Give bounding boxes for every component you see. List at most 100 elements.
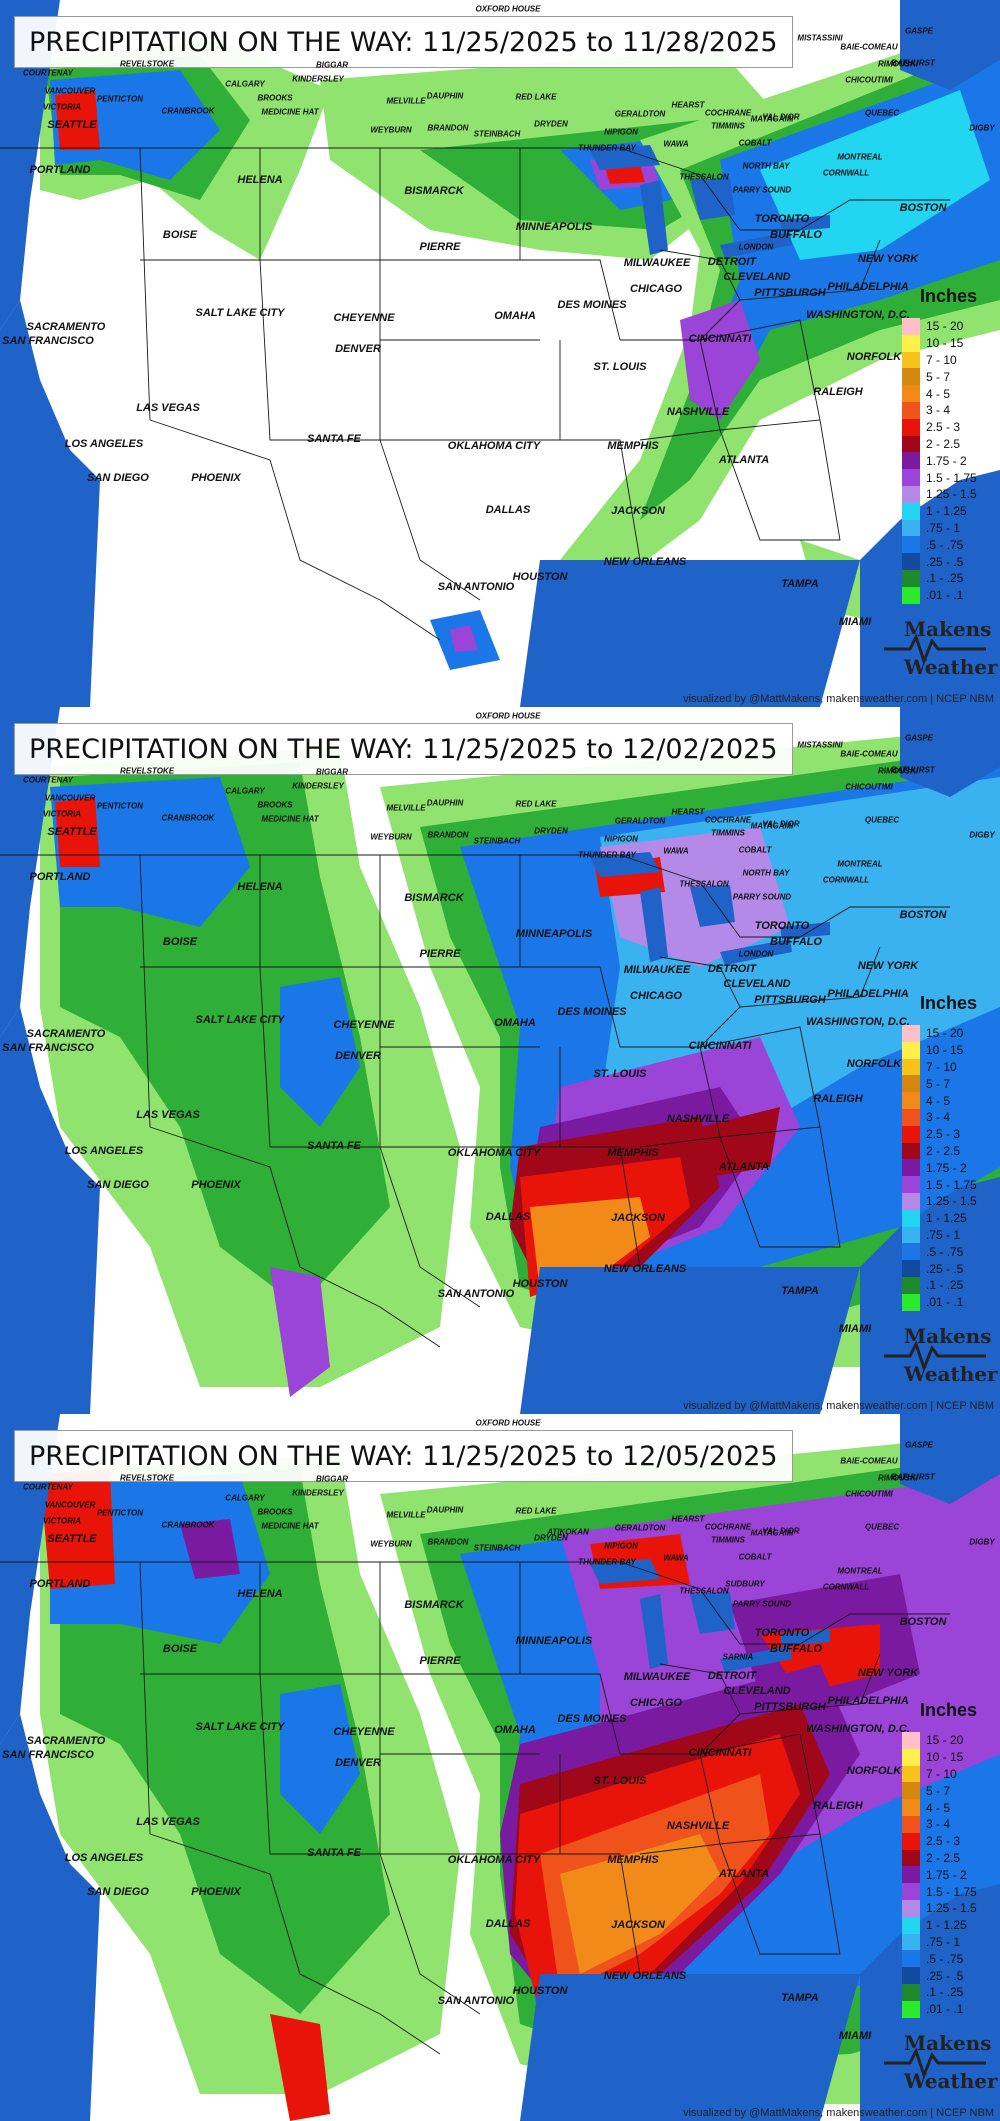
logo-mark-icon: [884, 633, 986, 666]
town-label: LONDON: [738, 949, 774, 959]
state-border-12: [699, 319, 821, 431]
legend-label: 1.75 - 2: [926, 453, 967, 468]
city-label: PHOENIX: [191, 472, 241, 484]
town-label: DAUPHIN: [426, 91, 464, 101]
city-label: CHEYENNE: [333, 1726, 395, 1738]
city-label: BOSTON: [899, 909, 947, 921]
lake-huron: [690, 178, 735, 220]
legend-swatch: [902, 469, 920, 486]
town-label: THESSALON: [679, 172, 729, 182]
legend-swatch: [902, 1176, 920, 1193]
state-border-9: [520, 966, 621, 1048]
town-label: NIPIGON: [604, 1541, 638, 1551]
legend-label: 2 - 2.5: [926, 1850, 961, 1865]
legend-swatch: [902, 1209, 920, 1227]
logo-text-top: Makens: [904, 1324, 992, 1348]
city-label: ATLANTA: [718, 454, 770, 466]
city-label: MINNEAPOLIS: [515, 221, 593, 233]
state-border-1: [619, 1561, 950, 1645]
legend-label: 4 - 5: [926, 1093, 951, 1108]
legend-swatch: [902, 1748, 920, 1766]
city-label: CHICAGO: [630, 283, 682, 295]
state-border-9: [520, 259, 621, 341]
town-label: PARRY SOUND: [732, 1599, 792, 1609]
legend-item: 3 - 4: [902, 1815, 994, 1833]
lake-michigan: [640, 887, 668, 962]
legend-label: 1.75 - 2: [926, 1867, 967, 1882]
legend-swatch: [902, 1276, 920, 1294]
town-label: NIPIGON: [604, 127, 638, 137]
legend-label: .01 - .1: [926, 588, 964, 603]
city-label: MINNEAPOLIS: [515, 928, 593, 940]
legend-label: 1 - 1.25: [926, 504, 967, 519]
town-label: PARRY SOUND: [732, 892, 792, 902]
city-label: HOUSTON: [512, 571, 568, 583]
legend-label: 1 - 1.25: [926, 1211, 967, 1226]
town-label: VICTORIA: [42, 102, 82, 112]
legend-label: 3 - 4: [926, 1110, 951, 1125]
state-border-2: [139, 854, 151, 1128]
gulf-st-lawrence: [900, 707, 1000, 797]
city-label: CINCINNATI: [688, 333, 752, 345]
state-border-14: [659, 956, 741, 1048]
legend-label: 2.5 - 3: [926, 1834, 961, 1849]
town-label: COBALT: [738, 1552, 772, 1562]
town-label: REVELSTOKE: [119, 1473, 175, 1483]
town-label: MEDICINE HAT: [261, 814, 319, 824]
city-label: BUFFALO: [770, 1643, 822, 1655]
precipitation-layer: [40, 1434, 1000, 2121]
legend-item: 1.5 - 1.75: [902, 1883, 994, 1900]
legend-swatch: [902, 1782, 920, 1800]
logo-mark-icon: [884, 1340, 986, 1373]
city-label: LAS VEGAS: [136, 402, 200, 414]
state-border-11: [620, 1046, 721, 1148]
lake-superior: [590, 852, 660, 877]
legend-item: 5 - 7: [902, 1075, 994, 1093]
town-label: TIMMINS: [711, 121, 745, 131]
city-label: WASHINGTON, D.C.: [806, 1016, 910, 1028]
city-label: NORFOLK: [846, 351, 902, 363]
legend-swatch: [902, 318, 920, 335]
town-label: DRYDEN: [534, 826, 568, 836]
legend-swatch: [902, 1832, 920, 1850]
town-label: THUNDER BAY: [578, 143, 636, 153]
city-label: PHOENIX: [191, 1179, 241, 1191]
city-label: LAS VEGAS: [136, 1816, 200, 1828]
city-label: DENVER: [335, 1050, 381, 1062]
legend-label: .01 - .1: [926, 2002, 964, 2017]
legend-label: 1.25 - 1.5: [926, 1901, 977, 1916]
logo-pulse-line: [884, 1340, 986, 1373]
state-border-11: [620, 339, 721, 441]
legend-item: 15 - 20: [902, 1025, 994, 1042]
border-layer: [0, 1561, 950, 2055]
city-label: CHICAGO: [630, 990, 682, 1002]
city-label: SEATTLE: [47, 826, 97, 838]
legend-item: .01 - .1: [902, 1293, 994, 1311]
legend-item: 4 - 5: [902, 1092, 994, 1109]
city-label: MIAMI: [838, 1323, 872, 1335]
city-label: ST. LOUIS: [593, 1068, 647, 1080]
legend-swatch: [902, 1075, 920, 1093]
legend-label: .25 - .5: [926, 1968, 964, 1983]
legend-item: 1.75 - 2: [902, 1159, 994, 1177]
panel-title: PRECIPITATION ON THE WAY: 11/25/2025 to …: [29, 733, 778, 765]
town-label: BAIE-COMEAU: [840, 1456, 898, 1466]
legend-swatch: [902, 1243, 920, 1261]
town-label: WAWA: [663, 846, 689, 856]
legend-item: 2.5 - 3: [902, 418, 994, 436]
city-label: PHILADELPHIA: [827, 988, 909, 1000]
water-layer: [0, 707, 1000, 1414]
legend-label: 7 - 10: [926, 352, 957, 367]
town-label: CALGARY: [225, 1493, 265, 1503]
legend-item: 10 - 15: [902, 1748, 994, 1766]
town-label: RIMOUSKI: [878, 766, 918, 776]
city-label: NEW ORLEANS: [603, 1263, 687, 1275]
city-label: MINNEAPOLIS: [515, 1635, 593, 1647]
legend-item: 10 - 15: [902, 1041, 994, 1059]
legend-swatch: [902, 1732, 920, 1749]
legend-label: 15 - 20: [926, 1026, 964, 1041]
city-label: ATLANTA: [718, 1868, 770, 1880]
precip-legend: Inches 15 - 20 10 - 15 7 - 10 5 - 7 4 - 5 3 - …: [902, 286, 994, 604]
legend-label: 2 - 2.5: [926, 1143, 961, 1158]
town-label: CORNWALL: [822, 168, 870, 178]
